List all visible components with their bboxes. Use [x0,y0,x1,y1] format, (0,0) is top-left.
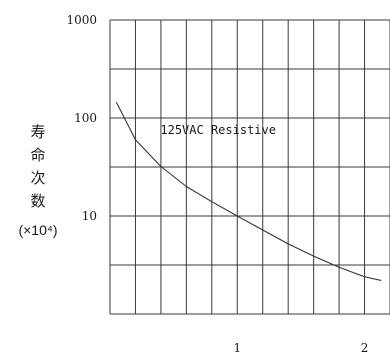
x-tick-label: 2 [361,341,369,354]
series-layer [115,101,382,281]
y-tick-label: 10 [82,209,97,223]
series-line [115,101,382,281]
grid [109,19,390,315]
y-label-char: 命 [30,146,45,164]
y-label-char: 数 [30,192,45,210]
tick-labels: 10 100 1000 1 2 [66,13,368,354]
y-label-char: 寿 [30,123,45,141]
x-tick-label: 1 [233,341,241,354]
y-tick-label: 1000 [66,13,97,27]
y-label-unit: (×10⁴) [18,222,57,238]
annotations: 125VAC Resistive [160,123,276,137]
curve-annotation: 125VAC Resistive [160,123,276,137]
y-label-char: 次 [30,169,45,187]
y-tick-label: 100 [74,111,97,125]
